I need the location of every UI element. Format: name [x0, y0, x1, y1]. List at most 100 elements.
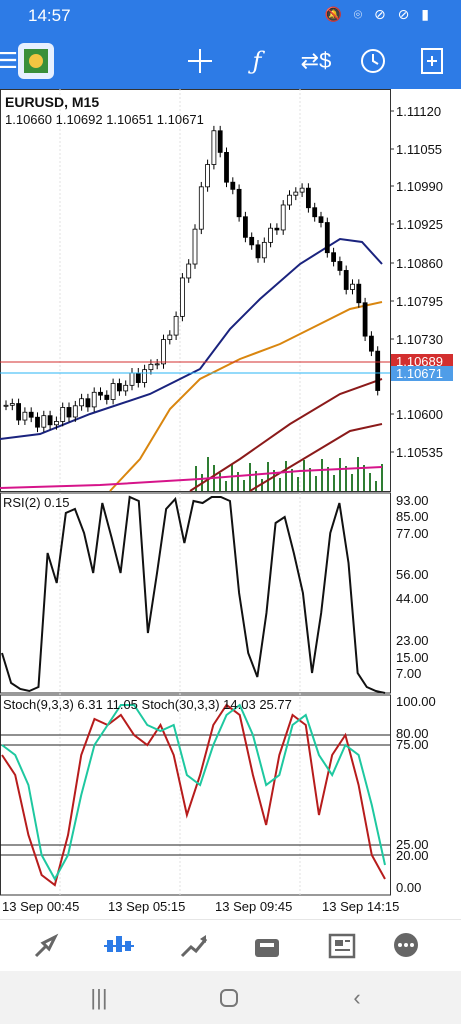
volume-bar	[255, 471, 257, 491]
status-icons: 🔕 ⌾ ⊘ ⊘ ▮	[324, 6, 433, 22]
bear-candle	[249, 236, 255, 246]
volume-bar	[321, 459, 323, 491]
time-axis-label: 13 Sep 09:45	[215, 899, 292, 914]
bull-candle	[198, 186, 204, 230]
time-axis-label: 13 Sep 05:15	[108, 899, 185, 914]
volume-bar	[219, 473, 221, 491]
news-icon[interactable]	[320, 926, 364, 966]
rsi-level-label: 7.00	[396, 666, 421, 681]
bull-candle	[186, 263, 192, 279]
price-label: 1.11055	[396, 142, 442, 157]
bull-candle	[211, 130, 217, 165]
stoch-level-label: 20.00	[396, 848, 429, 863]
bull-candle	[179, 277, 185, 317]
bid-price-label: 1.10689	[396, 354, 443, 369]
stoch-level-label: 0.00	[396, 880, 421, 895]
chart-symbol: EURUSD, M15	[5, 94, 99, 110]
bear-candle	[230, 181, 236, 190]
rsi-line	[1, 495, 386, 694]
bull-candle	[9, 403, 15, 406]
bear-candle	[368, 335, 374, 352]
bid-price-tag	[391, 354, 453, 369]
messages-icon[interactable]	[384, 926, 428, 966]
app-logo[interactable]	[18, 43, 54, 79]
rsi-panel-frame	[0, 492, 391, 694]
volume-bar	[381, 464, 383, 491]
volume-bar	[297, 477, 299, 491]
volume-bar	[339, 458, 341, 491]
volume-bar	[369, 473, 371, 491]
bear-candle	[47, 415, 53, 426]
clock-icon[interactable]	[353, 41, 393, 81]
volume-bar	[315, 476, 317, 491]
volume-bar	[249, 463, 251, 491]
bear-candle	[375, 350, 381, 391]
volume-bar	[231, 464, 233, 491]
currency-icon[interactable]: ⇄$	[300, 48, 332, 73]
volume-bar	[351, 474, 353, 491]
system-navigation: ||| ‹	[0, 971, 461, 1024]
rsi-level-label: 85.00	[396, 509, 429, 524]
trade-icon[interactable]	[172, 926, 216, 966]
status-time: 14:57	[28, 6, 71, 25]
bear-candle	[85, 398, 91, 408]
chart-icon[interactable]	[97, 926, 141, 966]
bear-candle	[224, 152, 229, 183]
volume-bar	[273, 470, 275, 491]
stoch-level-label: 25.00	[396, 837, 429, 852]
status-bar: 14:57 🔕 ⌾ ⊘ ⊘ ▮	[0, 0, 461, 33]
price-label: 1.10795	[396, 294, 443, 309]
volume-bar	[327, 467, 329, 491]
bull-candle	[54, 421, 59, 426]
time-axis-label: 13 Sep 00:45	[2, 899, 79, 914]
volume-bar	[225, 481, 227, 491]
bear-candle	[28, 411, 34, 418]
ma-fast-line	[0, 237, 383, 440]
bull-candle	[268, 227, 274, 243]
volume-bar	[261, 479, 263, 491]
bull-candle	[129, 372, 135, 386]
bull-candle	[22, 411, 28, 421]
chart-window[interactable]: 1.11120 1.11055 1.10990 1.10925 1.10860 1.107…	[0, 89, 461, 919]
volume-bar	[267, 462, 269, 491]
bear-candle	[274, 227, 280, 231]
bull-candle	[173, 315, 179, 336]
volume-bar	[357, 457, 359, 491]
bear-candle	[104, 394, 110, 400]
bear-candle	[217, 130, 223, 153]
history-icon[interactable]	[245, 926, 289, 966]
function-icon[interactable]: ƒ	[252, 47, 262, 75]
chart-canvas[interactable]: 1.11120 1.11055 1.10990 1.10925 1.10860 1.107…	[0, 89, 461, 919]
bear-candle	[362, 302, 368, 337]
bull-candle	[299, 187, 305, 193]
bear-candle	[66, 407, 72, 418]
recents-icon[interactable]: |||	[90, 985, 108, 1010]
bull-candle	[205, 164, 211, 188]
bull-candle	[350, 283, 355, 290]
bear-candle	[117, 383, 122, 392]
bear-candle	[242, 216, 248, 238]
volume-bar	[309, 468, 311, 491]
bull-candle	[293, 191, 299, 196]
volume-bar	[363, 465, 365, 491]
bear-candle	[305, 187, 311, 209]
bull-candle	[161, 339, 166, 365]
bull-candle	[192, 228, 198, 265]
home-icon[interactable]	[209, 981, 249, 1015]
volume-bar	[279, 478, 281, 491]
bull-candle	[154, 363, 160, 366]
add-document-icon[interactable]	[412, 41, 452, 81]
bull-candle	[123, 384, 129, 392]
ma-slower-line	[249, 423, 383, 492]
crosshair-icon[interactable]	[180, 41, 220, 81]
stoch-main-line	[1, 703, 386, 887]
rsi-level-label: 23.00	[396, 633, 429, 648]
rsi-level-label: 77.00	[396, 526, 429, 541]
volume-bar	[207, 457, 209, 491]
menu-icon[interactable]: ☰	[0, 48, 18, 73]
bear-candle	[255, 244, 261, 259]
back-icon[interactable]: ‹	[353, 985, 361, 1010]
bear-candle	[343, 270, 349, 290]
stoch-label: Stoch(9,3,3) 6.31 11.05 Stoch(30,3,3) 14…	[3, 697, 292, 712]
quotes-icon[interactable]	[24, 926, 68, 966]
